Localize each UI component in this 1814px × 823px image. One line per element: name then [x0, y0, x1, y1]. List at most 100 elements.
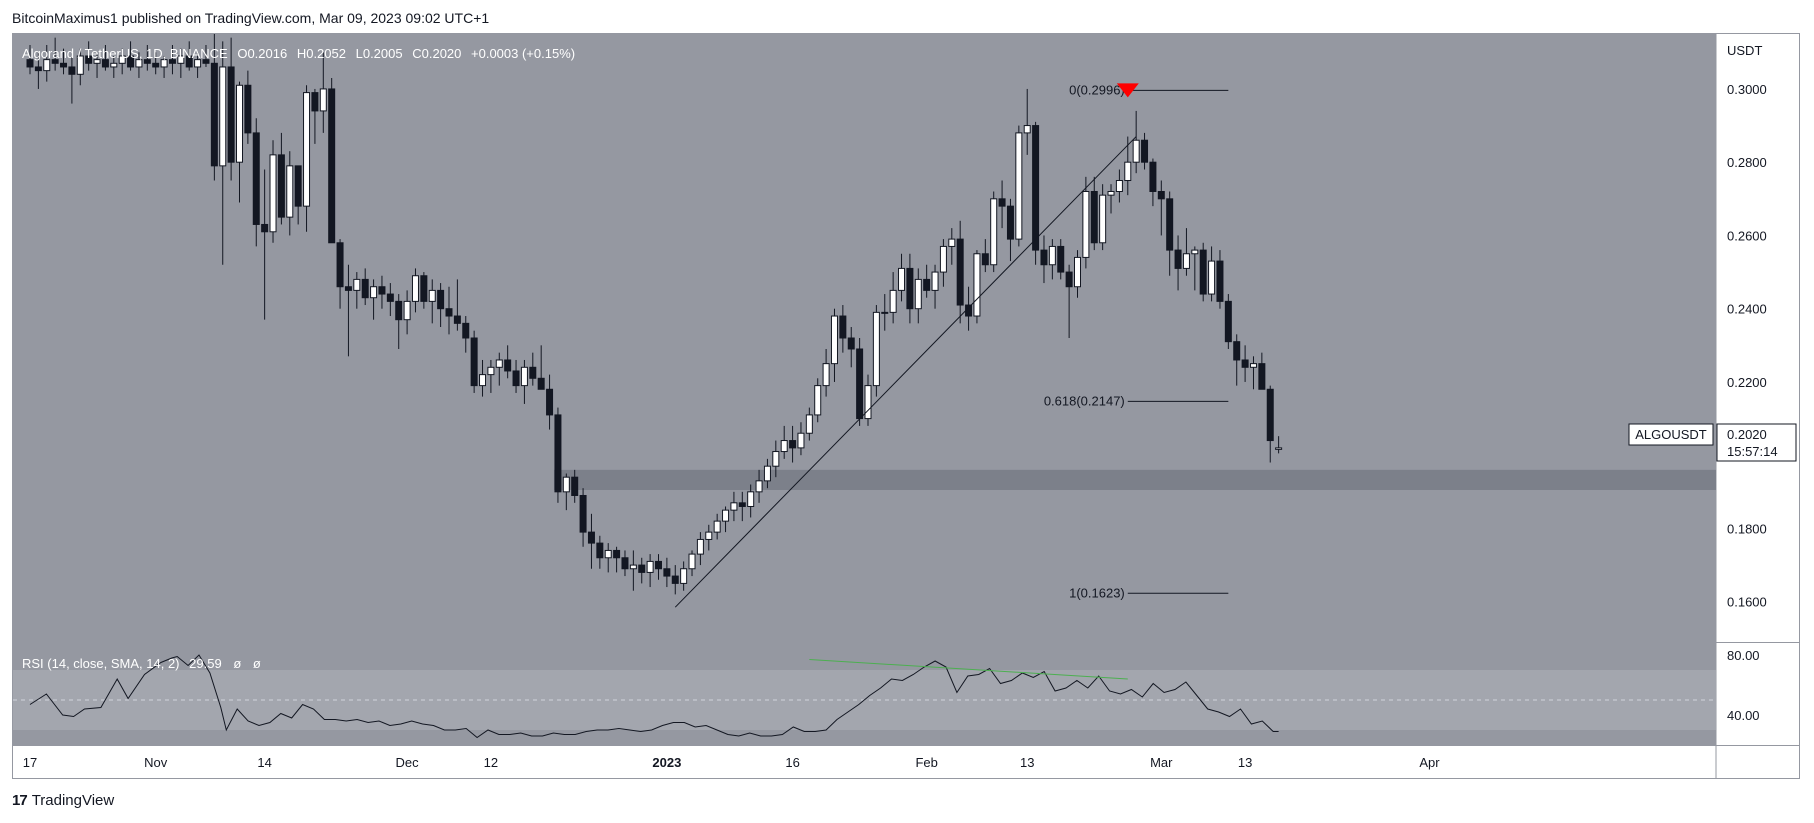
rsi-tick: 80.00 [1727, 648, 1760, 663]
candle [604, 543, 612, 573]
candle [210, 34, 218, 181]
candle [621, 550, 629, 577]
candle [763, 458, 771, 489]
candle [571, 469, 579, 503]
candle-body-down [1149, 161, 1157, 192]
price-tick: 0.3000 [1727, 82, 1767, 97]
time-tick: 14 [257, 755, 271, 770]
candle-body-up [1074, 256, 1081, 288]
time-tick: 2023 [652, 755, 681, 770]
candle-body-down [26, 59, 34, 68]
candle-body-down [998, 198, 1006, 207]
candle-body-up [303, 92, 311, 207]
candle-body-up [1182, 253, 1190, 269]
candle-body-up [194, 59, 202, 68]
candle-body-down [856, 348, 864, 420]
candle [755, 469, 763, 503]
candle-body-up [1124, 161, 1132, 182]
candle-body-up [755, 480, 763, 493]
candle [889, 272, 897, 324]
candle [797, 422, 805, 456]
tradingview-brand[interactable]: 17 TradingView [12, 792, 114, 809]
candle-body-down [546, 388, 554, 416]
candle-body-down [277, 154, 285, 218]
candle [353, 272, 361, 309]
time-tick: 13 [1020, 755, 1034, 770]
candle [1233, 334, 1241, 386]
candle-body-up [1099, 194, 1107, 244]
main-pane[interactable] [13, 34, 1716, 642]
candle-body-down [981, 253, 989, 266]
candle [437, 283, 445, 328]
candle [51, 37, 59, 71]
price-tick: 0.1600 [1727, 595, 1767, 610]
candle [1048, 239, 1056, 280]
candle-body-up [370, 286, 378, 299]
candle [1191, 246, 1199, 291]
candle [395, 294, 403, 349]
candle-body-up [864, 385, 872, 420]
time-tick: 12 [484, 755, 498, 770]
candle [227, 37, 235, 181]
candle-body-down [621, 557, 629, 570]
time-tick: Feb [915, 755, 937, 770]
candle [981, 239, 989, 273]
candle [479, 359, 487, 397]
rsi-value: 29.59 [189, 656, 222, 671]
candle-body-down [1040, 249, 1048, 266]
candle-body-up [881, 311, 889, 314]
candle-body-down [839, 315, 847, 339]
candle-body-down [1090, 190, 1098, 244]
candle [856, 338, 864, 426]
candle-body-up [705, 531, 713, 540]
candle-body-up [931, 271, 939, 291]
candle-body-down [202, 59, 210, 64]
candle-body-up [1191, 249, 1199, 255]
candle-body-down [1174, 249, 1182, 269]
candle [1006, 198, 1014, 262]
svg-text:Algorand / TetherUS, 1D, BINAN: Algorand / TetherUS, 1D, BINANCE O0.2016… [22, 46, 575, 61]
candle [135, 52, 143, 78]
ohlc-low-label: L [356, 46, 363, 61]
candle [914, 268, 922, 324]
candle-body-up [562, 476, 570, 493]
candle-body-down [294, 165, 302, 207]
candle [931, 264, 939, 309]
candle [244, 70, 252, 144]
candle [1124, 136, 1132, 196]
time-tick: Dec [396, 755, 420, 770]
price-axis[interactable] [1716, 34, 1799, 745]
candle-body-up [772, 451, 780, 467]
candle [1199, 242, 1207, 302]
candle-body-down [956, 238, 964, 306]
candle [990, 191, 998, 273]
candle-body-down [738, 502, 746, 507]
candle [1015, 125, 1023, 247]
candle-body-up [43, 59, 51, 72]
candle-body-down [445, 308, 453, 317]
candle [864, 374, 872, 426]
ohlc-low: 0.2005 [363, 46, 403, 61]
time-tick: Apr [1419, 755, 1440, 770]
candle [336, 239, 344, 309]
candle [596, 535, 604, 569]
candle-body-down [537, 377, 545, 390]
candle [504, 345, 512, 379]
candle [277, 132, 285, 225]
candle-body-up [1015, 132, 1023, 240]
price-tag-ticker: ALGOUSDT [1635, 427, 1707, 442]
candle [160, 55, 168, 78]
candle [512, 359, 520, 393]
candle [76, 48, 84, 86]
time-axis[interactable] [13, 746, 1716, 778]
candle [1057, 239, 1065, 280]
candle [1090, 176, 1098, 251]
rsi-tick: 40.00 [1727, 708, 1760, 723]
candle [487, 359, 495, 393]
candle-body-down [361, 278, 369, 299]
candle [194, 52, 202, 78]
candle [219, 41, 227, 265]
candle [696, 532, 704, 566]
support-zone [553, 469, 1717, 490]
